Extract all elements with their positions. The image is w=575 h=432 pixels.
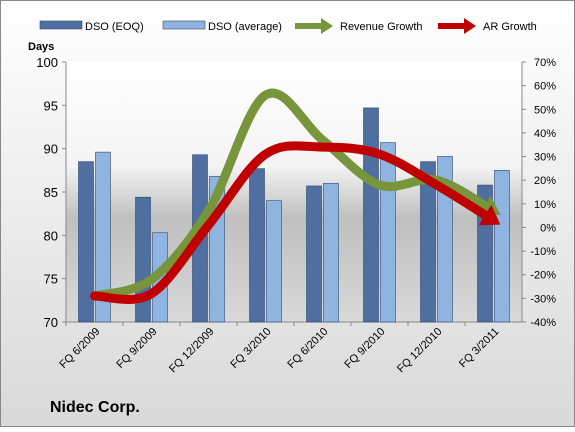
bar xyxy=(363,107,379,323)
y2-tick-label: 60% xyxy=(534,81,556,93)
legend-label: Revenue Growth xyxy=(340,21,423,33)
y2-tick-label: 20% xyxy=(534,175,556,187)
y2-tick-label: 0% xyxy=(540,222,556,234)
y2-tick-label: 50% xyxy=(534,104,556,116)
y2-tick-label: 30% xyxy=(534,152,556,164)
bar xyxy=(380,142,396,323)
bar xyxy=(135,196,151,323)
bar xyxy=(323,183,339,323)
y-tick-label: 95 xyxy=(44,98,58,113)
y2-tick-label: 70% xyxy=(534,57,556,69)
legend-label: DSO (average) xyxy=(208,21,282,33)
y-tick-label: 75 xyxy=(44,272,58,287)
y-tick-label: 70 xyxy=(44,315,58,330)
bar xyxy=(437,156,453,323)
bar xyxy=(420,161,436,323)
bar xyxy=(266,200,282,323)
legend-label: AR Growth xyxy=(483,21,537,33)
y-tick-label: 80 xyxy=(44,228,58,243)
bar xyxy=(306,185,322,323)
bar xyxy=(78,161,94,323)
bar xyxy=(494,170,510,323)
bar xyxy=(95,151,111,323)
y-tick-label: 100 xyxy=(36,55,58,70)
y2-tick-label: -20% xyxy=(530,270,556,282)
y2-tick-label: 40% xyxy=(534,128,556,140)
legend-swatch xyxy=(321,18,333,34)
y2-tick-label: -40% xyxy=(530,317,556,329)
y2-tick-label: -30% xyxy=(530,293,556,305)
bar xyxy=(249,168,265,323)
legend-swatch xyxy=(39,20,83,30)
legend-label: DSO (EOQ) xyxy=(85,21,144,33)
chart-title: Nidec Corp. xyxy=(50,399,140,416)
y2-tick-label: 10% xyxy=(534,199,556,211)
y-axis-title: Days xyxy=(28,41,54,53)
y-tick-label: 90 xyxy=(44,142,58,157)
legend-swatch xyxy=(464,18,476,34)
legend-swatch xyxy=(162,20,206,30)
arrow-head xyxy=(478,204,501,226)
y2-tick-label: -10% xyxy=(530,246,556,258)
line xyxy=(90,141,498,304)
y-tick-label: 85 xyxy=(44,185,58,200)
